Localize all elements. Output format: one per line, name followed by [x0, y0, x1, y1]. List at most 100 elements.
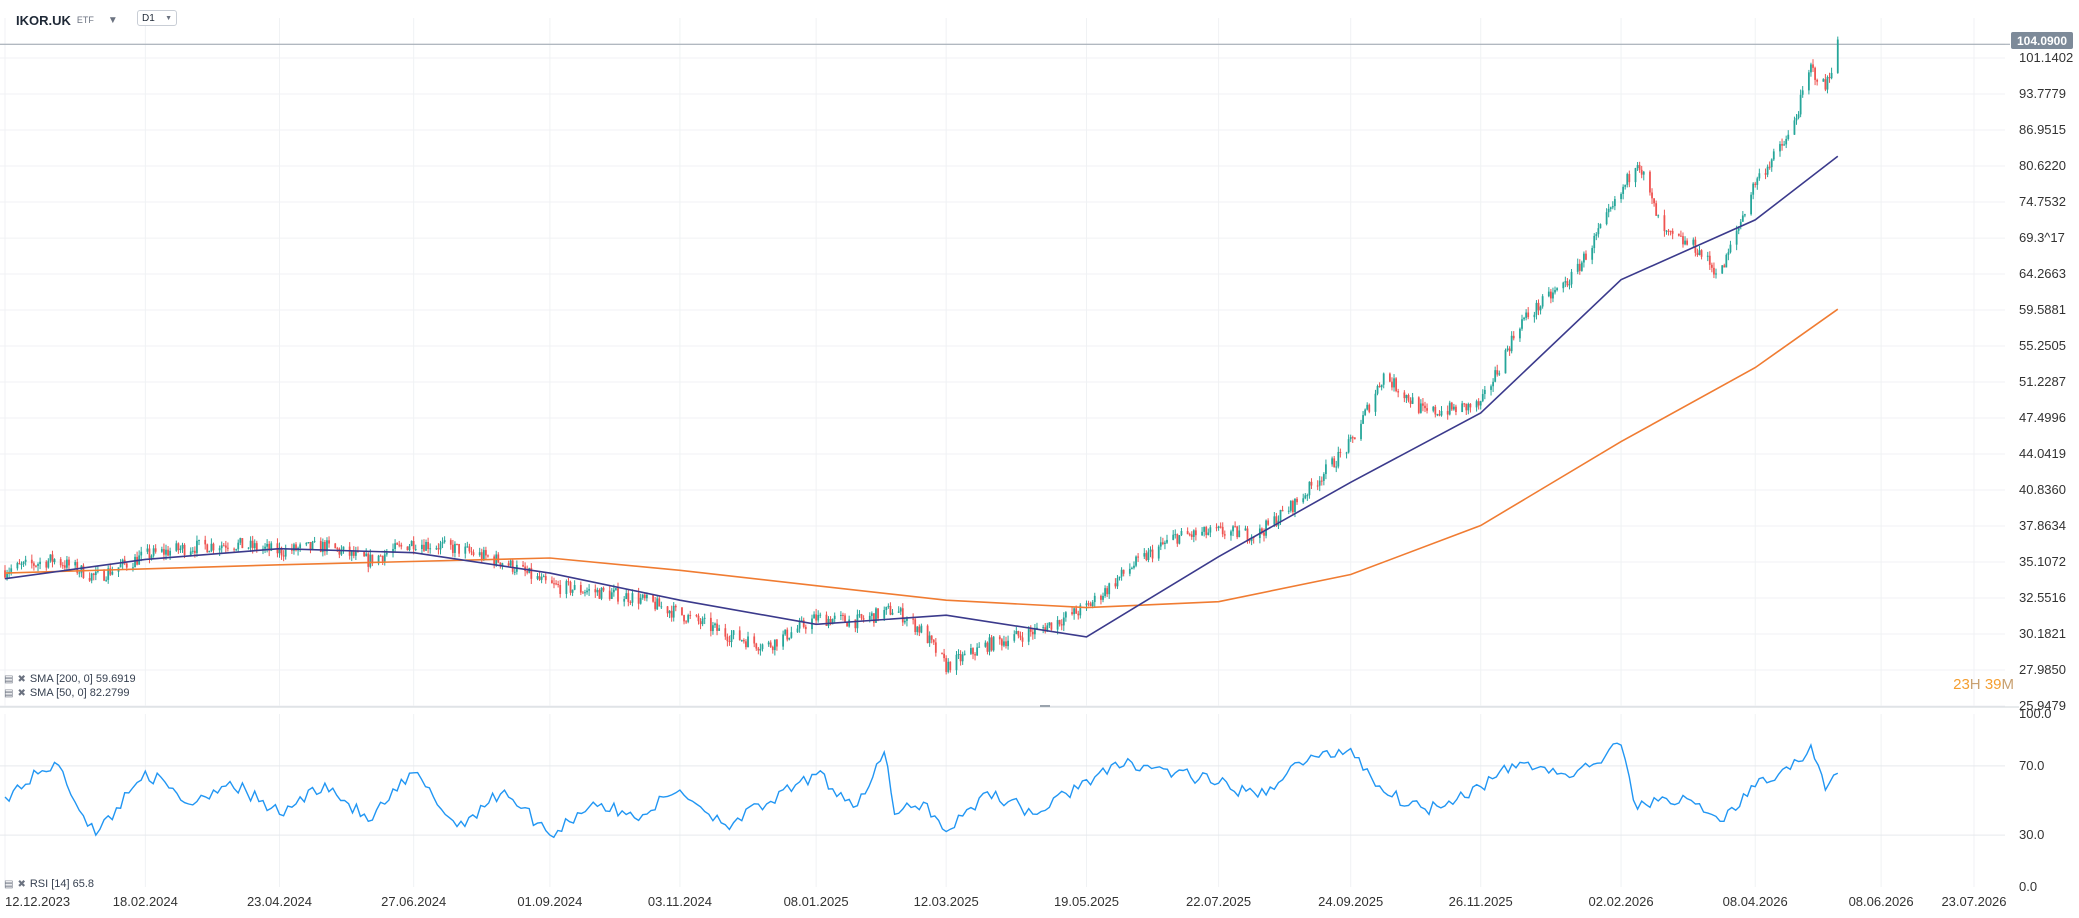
- close-icon[interactable]: ✖: [17, 878, 26, 890]
- candle-body: [1461, 403, 1464, 413]
- candle-body: [654, 601, 657, 610]
- candle-body: [239, 538, 242, 543]
- candle: [1147, 547, 1150, 563]
- legend-rsi[interactable]: ▤ ✖ RSI [14] 65.8: [4, 878, 94, 890]
- settings-icon[interactable]: ▤: [4, 878, 14, 890]
- candle: [410, 540, 413, 547]
- x-axis-tick-label: 08.01.2025: [784, 894, 849, 909]
- candle: [1353, 437, 1356, 440]
- settings-icon[interactable]: ▤: [4, 673, 14, 685]
- candle: [654, 596, 657, 612]
- candle-body: [80, 565, 83, 573]
- candle: [1523, 316, 1525, 321]
- candle-body: [1316, 485, 1319, 487]
- candle-body: [555, 583, 557, 585]
- candle-body: [1710, 264, 1713, 268]
- y-axis-tick-label: 59.5881: [2019, 302, 2066, 317]
- close-icon[interactable]: ✖: [17, 687, 26, 699]
- candle: [1174, 529, 1177, 539]
- candle-body: [1822, 79, 1825, 82]
- symbol-dropdown-icon[interactable]: ▼: [107, 14, 118, 26]
- candle-body: [1050, 622, 1053, 630]
- candle: [1149, 546, 1152, 558]
- candle: [1318, 476, 1321, 492]
- candle-body: [1093, 595, 1096, 603]
- candle-body: [1508, 348, 1511, 352]
- candle: [451, 539, 454, 557]
- candle: [210, 538, 213, 553]
- candle: [212, 542, 215, 555]
- legend-sma50[interactable]: ▤ ✖ SMA [50, 0] 82.2799: [4, 687, 130, 699]
- candle: [1238, 525, 1241, 538]
- candle-body: [191, 550, 194, 552]
- close-icon[interactable]: ✖: [17, 673, 26, 685]
- candle: [1131, 566, 1133, 570]
- timeframe-select[interactable]: D1 ▼: [137, 10, 177, 26]
- candle-body: [1492, 381, 1495, 387]
- candle: [1360, 419, 1362, 441]
- candle-body: [1725, 254, 1728, 268]
- candle-body: [82, 565, 85, 578]
- candle-body: [594, 589, 597, 593]
- candle-body: [1360, 423, 1362, 440]
- x-axis-tick-label: 02.02.2026: [1589, 894, 1654, 909]
- candle-body: [1684, 240, 1686, 245]
- candle-body: [1426, 408, 1428, 411]
- candle-body: [916, 626, 919, 633]
- candle: [4, 565, 6, 580]
- instrument-type-badge: ETF: [76, 15, 94, 25]
- countdown-minutes: 39: [1984, 676, 2002, 693]
- sma50-line: [4, 155, 1839, 638]
- candle: [487, 554, 489, 558]
- candle: [709, 612, 712, 637]
- candle-body: [140, 551, 143, 556]
- candle-body: [371, 554, 374, 564]
- candle-body: [456, 543, 458, 545]
- candle: [697, 613, 700, 625]
- candle: [1207, 528, 1210, 536]
- y-axis-tick-label: 40.8360: [2019, 482, 2066, 497]
- candle-body: [656, 598, 659, 610]
- candle-body: [998, 636, 1001, 640]
- candle-body: [1207, 532, 1210, 535]
- candle: [1422, 397, 1424, 412]
- candle: [1504, 348, 1507, 374]
- candle-body: [926, 625, 929, 644]
- candle-body: [1799, 94, 1802, 115]
- legend-sma200[interactable]: ▤ ✖ SMA [200, 0] 59.6919: [4, 673, 136, 685]
- candle: [105, 576, 108, 582]
- candle: [400, 542, 403, 550]
- settings-icon[interactable]: ▤: [4, 687, 14, 699]
- candle: [1519, 327, 1521, 342]
- candle-body: [125, 563, 128, 568]
- candle: [224, 540, 227, 554]
- legend-sma50-label: SMA [50, 0] 82.2799: [29, 687, 130, 699]
- candle-body: [1779, 144, 1781, 152]
- candle-body: [342, 546, 345, 550]
- candle: [1128, 563, 1131, 577]
- candle: [449, 538, 452, 550]
- candle: [1541, 294, 1544, 309]
- candle: [247, 547, 250, 550]
- candle: [1591, 245, 1594, 265]
- candle-body: [984, 642, 987, 647]
- candle-body: [179, 548, 182, 551]
- candle-body: [1349, 437, 1352, 440]
- y-axis-tick-label: 35.1072: [2019, 554, 2066, 569]
- candle: [745, 639, 747, 650]
- candle: [1289, 500, 1292, 513]
- candle-body: [1537, 302, 1540, 311]
- candle-body: [1640, 169, 1643, 175]
- candle: [1306, 493, 1309, 501]
- candle: [513, 568, 516, 576]
- candle-body: [889, 605, 892, 615]
- candle: [817, 610, 820, 623]
- symbol-name[interactable]: IKOR.UK: [16, 12, 71, 28]
- candle: [305, 542, 308, 547]
- candle: [1419, 399, 1422, 414]
- candle-body: [901, 608, 904, 623]
- candle: [1795, 114, 1798, 125]
- candle-body: [623, 599, 626, 602]
- candle: [338, 547, 341, 559]
